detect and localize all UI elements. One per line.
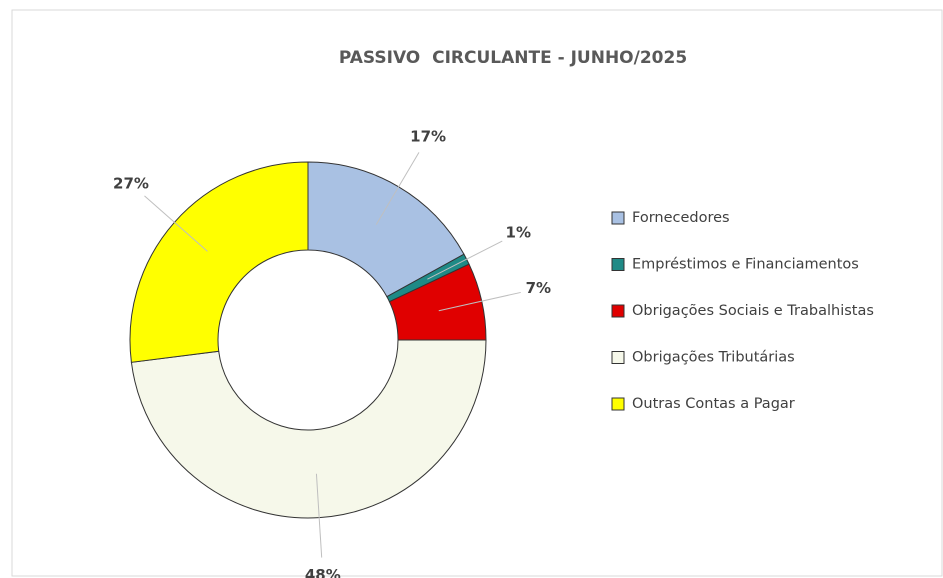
legend-swatch <box>611 304 625 318</box>
leader-line <box>375 152 420 225</box>
legend-swatch <box>611 211 625 225</box>
legend-label: Obrigações Sociais e Trabalhistas <box>632 303 874 319</box>
chart-title: PASSIVO CIRCULANTE - JUNHO/2025 <box>339 48 687 68</box>
legend-label: Obrigações Tributárias <box>632 350 795 366</box>
data-label: 48% <box>305 566 341 578</box>
data-label: 7% <box>526 279 551 297</box>
leader-line <box>427 240 503 280</box>
legend-swatch <box>611 258 625 271</box>
legend-swatch <box>611 397 625 411</box>
leader-line <box>144 195 208 252</box>
donut-slice <box>129 161 309 363</box>
legend-label: Fornecedores <box>632 210 730 226</box>
data-label: 17% <box>410 127 446 145</box>
legend-swatch <box>611 351 625 364</box>
legend-label: Empréstimos e Financiamentos <box>632 257 859 273</box>
leader-line <box>438 291 521 312</box>
donut-slice <box>307 161 465 298</box>
leader-line <box>315 473 323 558</box>
legend-label: Outras Contas a Pagar <box>632 396 795 412</box>
data-label: 1% <box>506 223 531 241</box>
donut-slice <box>130 339 487 519</box>
data-label: 27% <box>113 174 149 192</box>
